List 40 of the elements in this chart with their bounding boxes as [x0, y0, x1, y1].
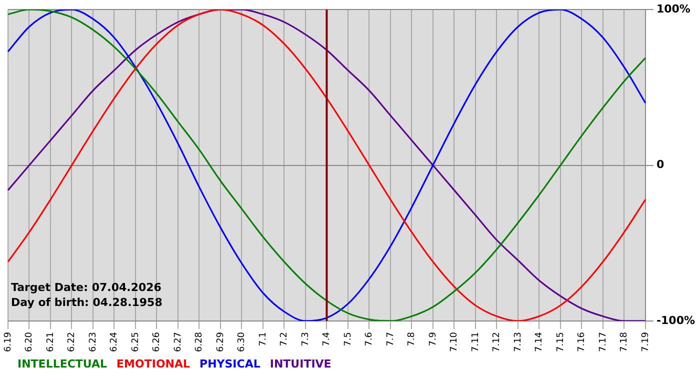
x-tick-label: 7.15 [556, 332, 566, 352]
text: PHYSICAL [200, 357, 260, 370]
x-tick-label: 6.19 [3, 332, 14, 352]
x-tick-label: 7.18 [620, 332, 630, 352]
y-tick-label: 0 [656, 158, 664, 172]
x-tick-label: 7.6 [364, 332, 375, 346]
x-tick-label: 7.7 [386, 332, 396, 346]
x-tick-label: 6.28 [194, 332, 205, 352]
x-tick-label: 6.29 [216, 332, 226, 352]
x-tick-label: 7.2 [280, 332, 290, 346]
x-tick-label: 7.10 [450, 332, 460, 352]
text: EMOTIONAL [116, 357, 190, 370]
x-tick-label: 6.21 [46, 332, 56, 352]
x-tick-label: 7.19 [640, 332, 651, 352]
y-tick-label: 100% [656, 2, 690, 16]
x-tick-label: 7.3 [300, 332, 311, 346]
x-tick-label: 7.4 [322, 332, 332, 346]
text: INTELLECTUAL [18, 357, 108, 370]
x-tick-label: 7.13 [513, 332, 524, 352]
x-tick-label: 6.23 [88, 332, 98, 352]
x-tick-label: 7.1 [258, 332, 268, 346]
x-tick-label: 6.22 [67, 332, 78, 352]
x-tick-label: 7.9 [428, 332, 438, 346]
annotation: Day of birth: 04.28.1958 [11, 296, 162, 309]
x-tick-label: 6.24 [110, 332, 120, 352]
x-tick-label: 6.27 [173, 332, 184, 352]
x-tick-label: 6.26 [152, 332, 162, 352]
x-tick-label: 6.25 [130, 332, 141, 352]
x-tick-label: 6.20 [24, 332, 35, 352]
x-tick-label: 7.14 [534, 332, 545, 352]
x-tick-label: 7.12 [492, 332, 502, 352]
x-tick-label: 6.30 [237, 332, 248, 352]
text: INTUITIVE [270, 357, 332, 370]
x-tick-label: 7.17 [598, 332, 608, 352]
x-tick-label: 7.16 [577, 332, 588, 352]
annotation: Target Date: 07.04.2026 [11, 280, 162, 294]
x-tick-label: 7.5 [343, 332, 354, 346]
x-tick-label: 7.8 [407, 332, 418, 346]
y-tick-label: -100% [656, 314, 696, 327]
x-tick-label: 7.11 [470, 332, 481, 352]
